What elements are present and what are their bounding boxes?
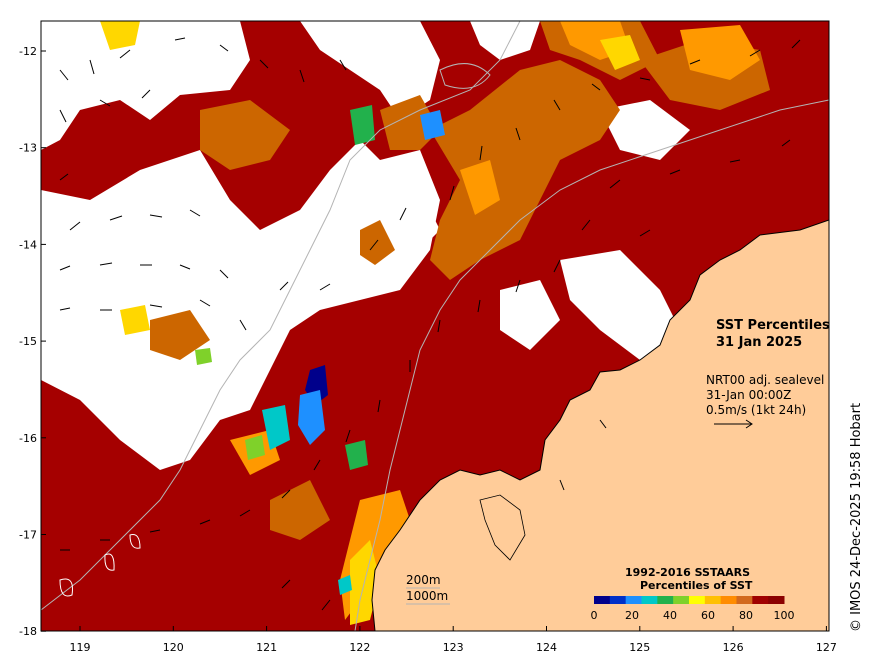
credit-text: © IMOS 24-Dec-2025 19:58 Hobart <box>849 403 864 632</box>
legend-color-swatch <box>689 596 706 604</box>
contour-1000m-loop <box>439 63 491 89</box>
current-vectors <box>59 37 801 611</box>
lon-tick-label: 126 <box>723 641 744 654</box>
map-plot-area <box>41 21 829 631</box>
legend-tick-label: 60 <box>701 609 715 622</box>
land-peninsula <box>479 494 526 561</box>
legend-tick-label: 40 <box>663 609 677 622</box>
legend-color-swatch <box>625 596 642 604</box>
legend-color-swatch <box>752 596 769 604</box>
latitude-axis: -12 -13 -14 -15 -16 -17 -18 <box>19 45 46 638</box>
lat-tick-label: -13 <box>19 142 37 155</box>
lon-tick-label: 121 <box>256 641 277 654</box>
lon-tick-label: 127 <box>816 641 837 654</box>
contour-200m-label: 200m <box>406 573 441 587</box>
lon-tick-label: 124 <box>536 641 557 654</box>
no-data-cloud-regions <box>41 21 690 470</box>
current-scale-label: 0.5m/s (1kt 24h) <box>706 403 806 417</box>
legend-color-swatch <box>641 596 658 604</box>
lat-tick-label: -17 <box>19 529 37 542</box>
map-date: 31 Jan 2025 <box>716 335 802 350</box>
lon-tick-label: 122 <box>349 641 370 654</box>
lon-tick-label: 119 <box>70 641 91 654</box>
legend-color-swatch <box>594 596 611 604</box>
legend-color-swatch <box>673 596 690 604</box>
land-coast-outline <box>371 219 829 631</box>
contour-1000m-line <box>41 21 521 611</box>
lat-tick-label: -14 <box>19 238 37 251</box>
legend-tick-label: 0 <box>591 609 598 622</box>
legend-tick-label: 100 <box>774 609 795 622</box>
current-product-label: NRT00 adj. sealevel <box>706 373 824 387</box>
scale-arrow <box>714 419 753 429</box>
contour-1000m-label: 1000m <box>406 589 448 603</box>
map-frame <box>40 20 830 632</box>
land-australia <box>372 220 829 631</box>
lon-tick-label: 120 <box>163 641 184 654</box>
lat-tick-label: -12 <box>19 45 37 58</box>
lon-tick-label: 125 <box>629 641 650 654</box>
contour-200m-line <box>354 99 829 631</box>
cool-percentile-patches <box>195 105 445 595</box>
legend-tick-labels: 0 20 40 60 80 100 <box>591 609 795 622</box>
legend-color-swatch <box>768 596 785 604</box>
lat-tick-label: -18 <box>19 625 37 638</box>
legend-color-swatch <box>736 596 753 604</box>
lat-tick-label: -15 <box>19 335 37 348</box>
legend-color-swatch <box>609 596 627 604</box>
legend-title-1: 1992-2016 SSTAARS <box>625 566 750 579</box>
legend-tick-label: 20 <box>625 609 639 622</box>
map-title: SST Percentiles <box>716 318 830 333</box>
legend-color-bar <box>594 596 785 604</box>
lon-tick-label: 123 <box>443 641 464 654</box>
legend-color-swatch <box>704 596 722 604</box>
legend-color-swatch <box>657 596 674 604</box>
legend-tick-label: 80 <box>739 609 753 622</box>
bathymetry-contours <box>41 21 829 631</box>
lat-tick-label: -16 <box>19 432 37 445</box>
legend-title-2: Percentiles of SST <box>640 579 753 592</box>
legend-color-swatch <box>720 596 737 604</box>
longitude-axis: 119 120 121 122 123 124 125 126 127 <box>70 626 837 654</box>
current-time-label: 31-Jan 00:00Z <box>706 388 791 402</box>
